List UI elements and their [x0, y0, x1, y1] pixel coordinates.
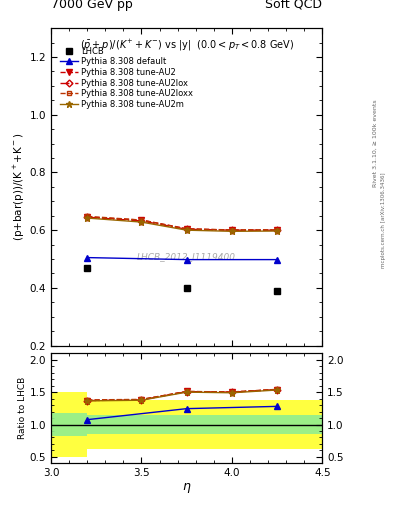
Pythia 8.308 tune-AU2loxx: [85, 213, 90, 219]
Text: Rivet 3.1.10, ≥ 100k events: Rivet 3.1.10, ≥ 100k events: [373, 99, 378, 187]
LHCB: [275, 288, 279, 294]
X-axis label: $\eta$: $\eta$: [182, 481, 191, 495]
Pythia 8.308 tune-AU2loxx: [230, 227, 234, 233]
Bar: [141, 415, 322, 434]
Pythia 8.308 tune-AU2lox: [139, 218, 144, 224]
Text: $(\bar{p}+p)/(K^{+}+K^{-})$ vs |y|  $(0.0 < p_{T} < 0.8$ GeV$)$: $(\bar{p}+p)/(K^{+}+K^{-})$ vs |y| $(0.0…: [80, 38, 294, 53]
Pythia 8.308 tune-AU2lox: [230, 227, 234, 233]
Text: 7000 GeV pp: 7000 GeV pp: [51, 0, 133, 11]
Text: mcplots.cern.ch [arXiv:1306.3436]: mcplots.cern.ch [arXiv:1306.3436]: [381, 173, 386, 268]
Pythia 8.308 tune-AU2m: [230, 228, 234, 234]
Bar: [87, 415, 141, 434]
Pythia 8.308 tune-AU2m: [184, 227, 189, 233]
Pythia 8.308 tune-AU2m: [275, 228, 279, 234]
Bar: [51, 392, 87, 457]
Pythia 8.308 default: [85, 254, 90, 261]
Pythia 8.308 tune-AU2: [275, 227, 279, 233]
Pythia 8.308 default: [184, 257, 189, 263]
Pythia 8.308 tune-AU2loxx: [275, 227, 279, 233]
Pythia 8.308 default: [275, 257, 279, 263]
Pythia 8.308 tune-AU2lox: [85, 214, 90, 220]
Pythia 8.308 tune-AU2m: [139, 219, 144, 225]
Line: LHCB: LHCB: [84, 264, 281, 294]
Y-axis label: (p+bar(p))/(K$^+$+K$^-$): (p+bar(p))/(K$^+$+K$^-$): [12, 133, 27, 241]
Pythia 8.308 tune-AU2loxx: [184, 226, 189, 232]
Pythia 8.308 tune-AU2: [85, 214, 90, 220]
Line: Pythia 8.308 tune-AU2m: Pythia 8.308 tune-AU2m: [84, 215, 281, 235]
Pythia 8.308 tune-AU2: [184, 226, 189, 232]
LHCB: [85, 265, 90, 271]
Y-axis label: Ratio to LHCB: Ratio to LHCB: [18, 377, 27, 439]
Line: Pythia 8.308 default: Pythia 8.308 default: [84, 255, 280, 262]
Bar: [87, 400, 141, 449]
Pythia 8.308 tune-AU2loxx: [139, 217, 144, 223]
Bar: [51, 413, 87, 436]
Legend: LHCB, Pythia 8.308 default, Pythia 8.308 tune-AU2, Pythia 8.308 tune-AU2lox, Pyt: LHCB, Pythia 8.308 default, Pythia 8.308…: [56, 44, 196, 112]
Pythia 8.308 tune-AU2lox: [275, 227, 279, 233]
Bar: [141, 400, 322, 449]
Line: Pythia 8.308 tune-AU2: Pythia 8.308 tune-AU2: [84, 215, 280, 233]
Line: Pythia 8.308 tune-AU2lox: Pythia 8.308 tune-AU2lox: [85, 215, 279, 232]
LHCB: [184, 285, 189, 291]
Text: LHCB_2012_I1119400: LHCB_2012_I1119400: [137, 252, 236, 261]
Line: Pythia 8.308 tune-AU2loxx: Pythia 8.308 tune-AU2loxx: [85, 214, 279, 232]
Text: Soft QCD: Soft QCD: [265, 0, 322, 11]
Pythia 8.308 tune-AU2: [230, 227, 234, 233]
Pythia 8.308 tune-AU2: [139, 217, 144, 223]
Pythia 8.308 tune-AU2lox: [184, 226, 189, 232]
Pythia 8.308 tune-AU2m: [85, 215, 90, 221]
